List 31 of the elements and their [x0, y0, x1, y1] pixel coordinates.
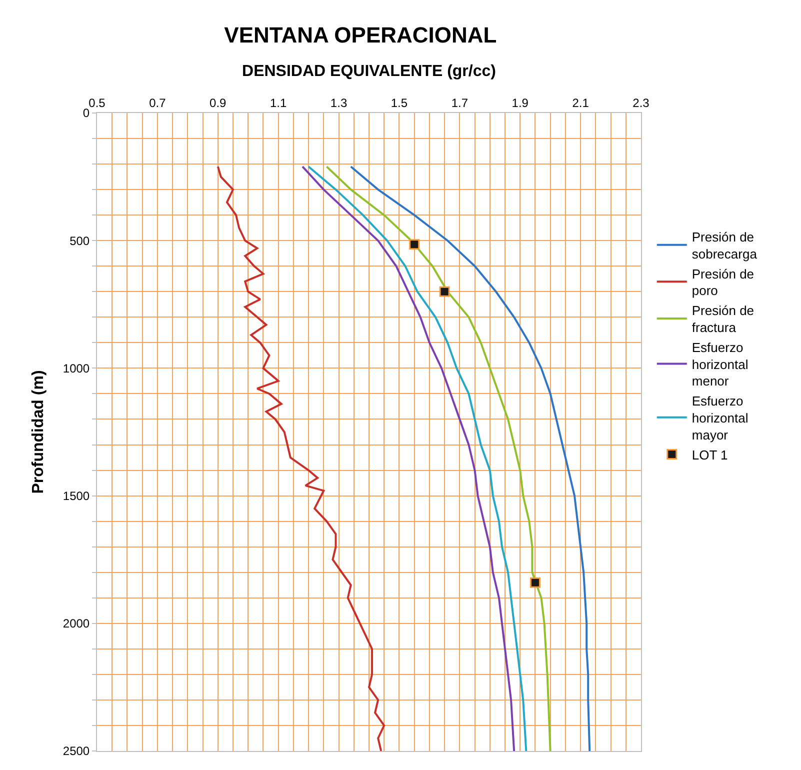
x-tick-label: 2.3	[632, 96, 650, 110]
legend-label: Presión de poro	[692, 266, 754, 298]
x-tick-label: 1.1	[270, 96, 287, 110]
y-tick-label: 1000	[62, 361, 90, 376]
x-tick-label: 2.1	[572, 96, 590, 110]
x-tick-label: 1.5	[390, 96, 408, 110]
legend-label: Esfuerzo horizontal mayor	[692, 394, 748, 442]
line-series	[350, 166, 591, 751]
y-axis-title: Profundidad (m)	[30, 370, 47, 494]
legend-label: Presión de sobrecarga	[692, 229, 758, 262]
legend-label: LOT 1	[692, 447, 728, 462]
y-tick-label: 500	[70, 234, 90, 248]
legend-label: Presión de fractura	[692, 303, 754, 335]
legend-label: Esfuerzo horizontal menor	[692, 340, 748, 389]
y-tick-label: 0	[82, 106, 90, 120]
x-tick-label: 1.7	[451, 96, 468, 110]
y-tick-label: 2500	[62, 744, 90, 758]
x-tick-label: 1.3	[330, 96, 348, 110]
point	[530, 577, 540, 588]
point	[409, 239, 420, 250]
x-tick-label: 0.9	[210, 96, 227, 110]
y-tick-label: 2000	[62, 616, 90, 631]
point	[439, 286, 450, 297]
x-tick-label: 0.7	[149, 96, 166, 110]
x-tick-label: 0.5	[88, 96, 106, 110]
x-axis-title: DENSIDAD EQUIVALENTE (gr/cc)	[242, 63, 496, 80]
line-series	[216, 166, 386, 751]
chart-title: VENTANA OPERACIONAL	[224, 22, 497, 48]
x-tick-label: 1.9	[512, 96, 529, 110]
line-series	[326, 166, 552, 751]
y-tick-label: 1500	[62, 489, 90, 503]
